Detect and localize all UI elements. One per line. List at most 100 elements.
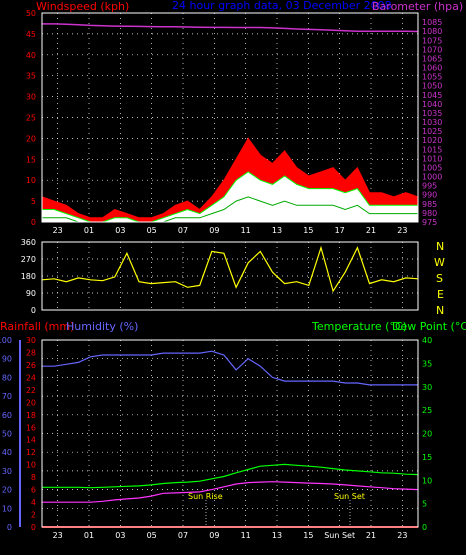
y-tick-label-temperature: 5: [422, 500, 427, 509]
series-line: [42, 350, 418, 386]
y-tick-label-rainfall: 26: [26, 361, 36, 370]
y-tick-label-temperature: 0: [422, 523, 427, 532]
humidity-title: Humidity (%): [66, 320, 138, 333]
y-tick-label-barometer: 1065: [422, 54, 442, 63]
y-tick-label-barometer: 1020: [422, 136, 442, 145]
y-tick-label-barometer: 1080: [422, 27, 442, 36]
y-tick-label-rainfall: 14: [26, 436, 36, 445]
windavg-area: [42, 171, 418, 222]
compass-label-n2: N: [436, 304, 444, 317]
y-tick-label-wind: 10: [26, 176, 36, 185]
compass-label-e: E: [437, 288, 444, 301]
barometer-line: [42, 23, 419, 33]
y-tick-label-barometer: 985: [422, 200, 437, 209]
y-tick-label-barometer: 1000: [422, 173, 442, 182]
y-tick-label-rainfall: 8: [31, 473, 36, 482]
series-line: [42, 463, 419, 489]
x-tick-label: 13: [272, 531, 282, 540]
y-tick-label-rainfall: 16: [26, 423, 36, 432]
windspeed-title: Windspeed (kph): [36, 0, 129, 13]
y-tick-label-temperature: 30: [422, 383, 432, 392]
y-tick-label-wind: 45: [26, 30, 36, 39]
y-tick-label-humidity: 10: [2, 504, 12, 513]
y-tick-label-temperature: 25: [422, 406, 432, 415]
x-tick-label: 21: [366, 226, 376, 235]
x-tick-label: 01: [84, 531, 94, 540]
x-tick-label: 23: [397, 226, 407, 235]
y-tick-label-rainfall: 0: [31, 523, 36, 532]
sunset-label: Sun Set: [334, 492, 365, 501]
y-tick-label-wind: 5: [31, 197, 36, 206]
y-tick-label-direction: 270: [21, 255, 36, 264]
wind-barometer-panel: 0510152025303540455097598098599099510001…: [26, 9, 443, 235]
windavg-line: [42, 171, 418, 223]
y-tick-label-barometer: 1060: [422, 64, 442, 73]
humidity-temperature-panel: 0102030405060708090100024681012141618202…: [0, 336, 432, 540]
y-tick-label-rainfall: 30: [26, 336, 36, 345]
compass-label-s: S: [436, 272, 443, 285]
y-tick-label-direction: 90: [26, 289, 36, 298]
y-tick-label-humidity: 80: [2, 373, 12, 382]
y-tick-label-wind: 50: [26, 9, 36, 18]
y-tick-label-barometer: 1070: [422, 45, 442, 54]
wind-direction-panel: 0 90 180 270 360: [21, 238, 419, 315]
y-tick-label-barometer: 980: [422, 209, 437, 218]
plot-frame: [41, 12, 419, 223]
y-tick-label-barometer: 1010: [422, 154, 442, 163]
x-tick-label: 09: [209, 531, 219, 540]
y-tick-label-temperature: 35: [422, 359, 432, 368]
x-tick-label: 11: [241, 226, 251, 235]
y-tick-label-rainfall: 28: [26, 348, 36, 357]
y-tick-label-temperature: 10: [422, 476, 432, 485]
x-tick-label: 15: [303, 226, 313, 235]
x-tick-label: Sun Set: [324, 531, 355, 540]
y-tick-label-barometer: 1035: [422, 109, 442, 118]
y-tick-label-wind: 20: [26, 134, 36, 143]
y-tick-label-barometer: 1015: [422, 145, 442, 154]
y-tick-label-rainfall: 20: [26, 398, 36, 407]
y-tick-label-temperature: 15: [422, 453, 432, 462]
plot-frame: [41, 339, 419, 528]
y-tick-label-rainfall: 6: [31, 486, 36, 495]
y-tick-label-barometer: 995: [422, 182, 437, 191]
y-tick-label-barometer: 1005: [422, 163, 442, 172]
y-tick-label-barometer: 1030: [422, 118, 442, 127]
y-tick-label-humidity: 100: [0, 336, 12, 345]
x-tick-label: 11: [241, 531, 251, 540]
x-tick-label: 23: [53, 531, 63, 540]
graph-title: 24 hour graph data, 03 December 2008: [172, 0, 392, 12]
y-tick-label-wind: 30: [26, 93, 36, 102]
x-tick-label: 03: [115, 531, 125, 540]
y-tick-label-rainfall: 18: [26, 411, 36, 420]
y-tick-label-humidity: 50: [2, 430, 12, 439]
y-tick-label-barometer: 1050: [422, 82, 442, 91]
y-tick-label-rainfall: 4: [31, 498, 36, 507]
y-tick-label-wind: 25: [26, 114, 36, 123]
direction-line: [41, 245, 419, 293]
rainfall-title: Rainfall (mm): [0, 320, 74, 333]
x-tick-label: 13: [272, 226, 282, 235]
x-tick-label: 05: [147, 226, 157, 235]
y-tick-label-barometer: 1085: [422, 18, 442, 27]
y-tick-label-temperature: 40: [422, 336, 432, 345]
y-tick-label-wind: 15: [26, 155, 36, 164]
y-tick-label-humidity: 40: [2, 448, 12, 457]
x-tick-label: 21: [366, 531, 376, 540]
y-tick-label-humidity: 60: [2, 411, 12, 420]
y-tick-label-rainfall: 10: [26, 461, 36, 470]
y-tick-label-humidity: 30: [2, 467, 12, 476]
x-tick-label: 07: [178, 226, 188, 235]
x-tick-label: 23: [397, 531, 407, 540]
compass-label-n: N: [436, 240, 444, 253]
y-tick-label-barometer: 1025: [422, 127, 442, 136]
barometer-title: Barometer (hpa): [372, 0, 463, 13]
x-tick-label: 09: [209, 226, 219, 235]
y-tick-label-barometer: 975: [422, 218, 437, 227]
y-tick-label-wind: 35: [26, 72, 36, 81]
series-line: [42, 481, 419, 503]
x-tick-label: 03: [115, 226, 125, 235]
y-tick-label-rainfall: 24: [26, 373, 36, 382]
y-tick-label-barometer: 1045: [422, 91, 442, 100]
x-tick-label: 15: [303, 531, 313, 540]
